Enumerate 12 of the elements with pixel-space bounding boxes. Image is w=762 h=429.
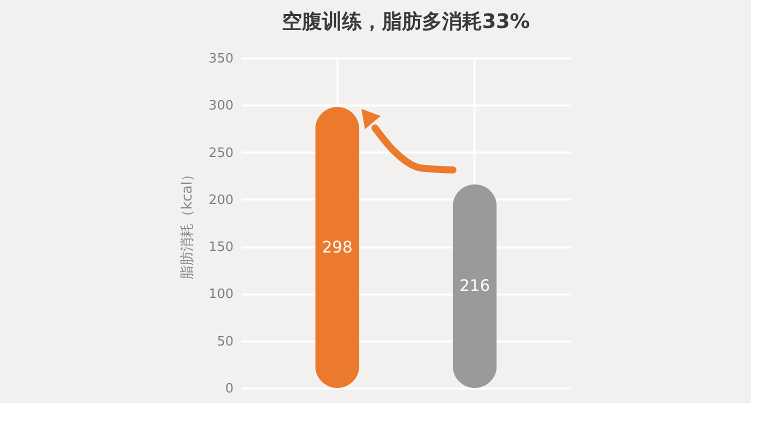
y-tick-label: 150 [208,240,234,256]
y-tick-label: 350 [208,52,234,66]
y-axis-title: 脂肪消耗（kcal） [180,167,196,280]
data-label: 298 [322,238,353,257]
y-tick-label: 100 [208,287,234,302]
data-label: 216 [459,276,490,296]
y-tick-label: 50 [216,334,234,350]
y-tick-label: 200 [208,192,234,208]
chart-title: 空腹训练，脂肪多消耗33% [282,9,530,33]
y-tick-label: 300 [208,98,234,114]
y-tick-label: 250 [208,146,234,161]
y-tick-label: 0 [225,382,234,396]
